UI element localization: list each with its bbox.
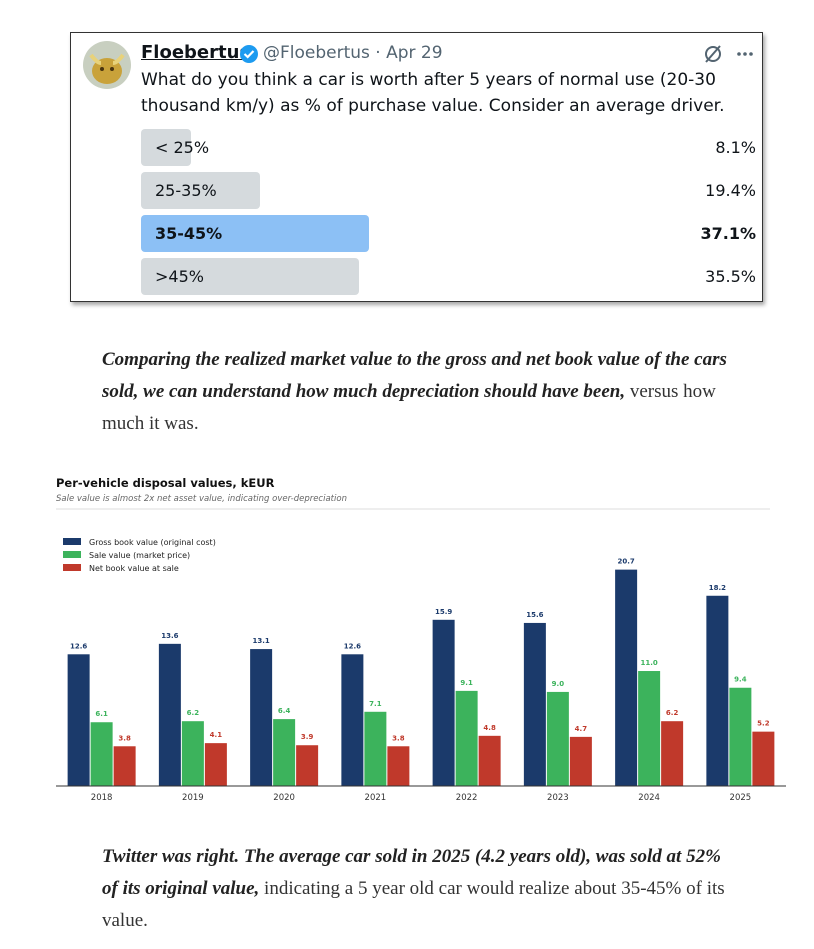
poll-label: < 25% (155, 138, 210, 157)
bar (364, 711, 387, 786)
bar (158, 643, 181, 786)
value-label: 12.6 (70, 642, 87, 650)
value-label: 12.6 (344, 642, 361, 650)
poll-option: 35-45% 37.1% (141, 215, 756, 252)
poll-bar (141, 215, 370, 252)
value-label: 20.7 (617, 558, 634, 566)
value-label: 15.9 (435, 608, 452, 616)
value-label: 6.4 (278, 707, 291, 715)
poll-bar (141, 172, 261, 209)
legend-label: Net book value at sale (89, 564, 179, 573)
value-label: 13.6 (161, 632, 178, 640)
bar (341, 654, 364, 786)
poll-label: 35-45% (155, 224, 223, 243)
value-label: 3.8 (118, 734, 131, 742)
legend-swatch (63, 551, 81, 558)
value-label: 9.4 (734, 676, 747, 684)
poll-percent: 19.4% (705, 181, 756, 200)
bar (250, 649, 273, 786)
bar (569, 736, 592, 786)
bar (90, 722, 113, 786)
poll-percent: 35.5% (705, 267, 756, 286)
chart: Per-vehicle disposal values, kEUR Sale v… (56, 476, 786, 803)
value-label: 4.1 (210, 731, 223, 739)
bar (273, 719, 296, 786)
x-tick-label: 2018 (91, 793, 113, 803)
x-tick-label: 2019 (182, 793, 204, 803)
bar (67, 654, 90, 786)
bar (661, 721, 684, 786)
poll-percent: 37.1% (700, 224, 756, 243)
bar (706, 595, 729, 786)
tweet-icons[interactable] (703, 43, 759, 65)
poll-label: 25-35% (155, 181, 217, 200)
x-tick-label: 2021 (365, 793, 387, 803)
value-label: 9.0 (552, 680, 565, 688)
poll-label: >45% (155, 267, 204, 286)
author-meta: @Floebertus · Apr 29 (263, 43, 443, 63)
poll-percent: 8.1% (715, 138, 756, 157)
tweet-card[interactable]: Floebertus @Floebertus · Apr 29 What do … (70, 32, 763, 302)
value-label: 6.1 (95, 710, 108, 718)
bar (638, 671, 661, 786)
bar (752, 731, 775, 786)
legend-swatch (63, 538, 81, 545)
verified-badge (240, 45, 258, 63)
value-label: 6.2 (666, 709, 679, 717)
value-label: 11.0 (640, 659, 657, 667)
value-label: 3.9 (301, 733, 314, 741)
bar (615, 569, 638, 786)
poll-option: 25-35% 19.4% (141, 172, 756, 209)
legend-label: Gross book value (original cost) (89, 538, 216, 547)
bar (729, 687, 752, 786)
value-label: 18.2 (709, 584, 726, 592)
value-label: 3.8 (392, 734, 405, 742)
legend-swatch (63, 564, 81, 571)
bar (455, 690, 478, 786)
x-tick-label: 2023 (547, 793, 569, 803)
value-label: 4.8 (483, 724, 496, 732)
legend-label: Sale value (market price) (89, 551, 190, 560)
text: indicating a 5 year old car would realiz… (102, 878, 725, 931)
value-label: 9.1 (460, 679, 473, 687)
poll-option: < 25% 8.1% (141, 129, 756, 166)
x-tick-label: 2025 (730, 793, 752, 803)
paragraph: Comparing the realized market value to t… (102, 344, 732, 440)
bar (296, 745, 319, 786)
emphasis: Twitter was right. The average car sold … (102, 846, 721, 899)
value-label: 13.1 (252, 637, 269, 645)
bar (181, 721, 204, 786)
x-tick-label: 2022 (456, 793, 478, 803)
bar (204, 743, 227, 786)
value-label: 15.6 (526, 611, 543, 619)
bar (478, 735, 501, 786)
bar (546, 691, 569, 786)
tweet-text: What do you think a car is worth after 5… (141, 70, 725, 116)
x-tick-label: 2024 (638, 793, 660, 803)
emphasis: Comparing the realized market value to t… (102, 349, 727, 402)
text: versus how much it was. (102, 381, 716, 434)
avatar[interactable] (83, 41, 131, 89)
value-label: 7.1 (369, 700, 382, 708)
poll-bar (141, 258, 360, 295)
bar (113, 746, 136, 786)
value-label: 4.7 (575, 725, 588, 733)
poll-option: >45% 35.5% (141, 258, 756, 295)
bar (387, 746, 410, 786)
chart-subtitle: Sale value is almost 2x net asset value,… (56, 494, 347, 504)
value-label: 5.2 (757, 720, 770, 728)
paragraph: Twitter was right. The average car sold … (102, 841, 732, 937)
x-tick-label: 2020 (273, 793, 295, 803)
author-name[interactable]: Floebertus (141, 42, 251, 63)
chart-title: Per-vehicle disposal values, kEUR (56, 476, 275, 490)
poll-bar (141, 129, 191, 166)
bar (523, 622, 546, 786)
bar (432, 619, 455, 786)
value-label: 6.2 (187, 709, 200, 717)
